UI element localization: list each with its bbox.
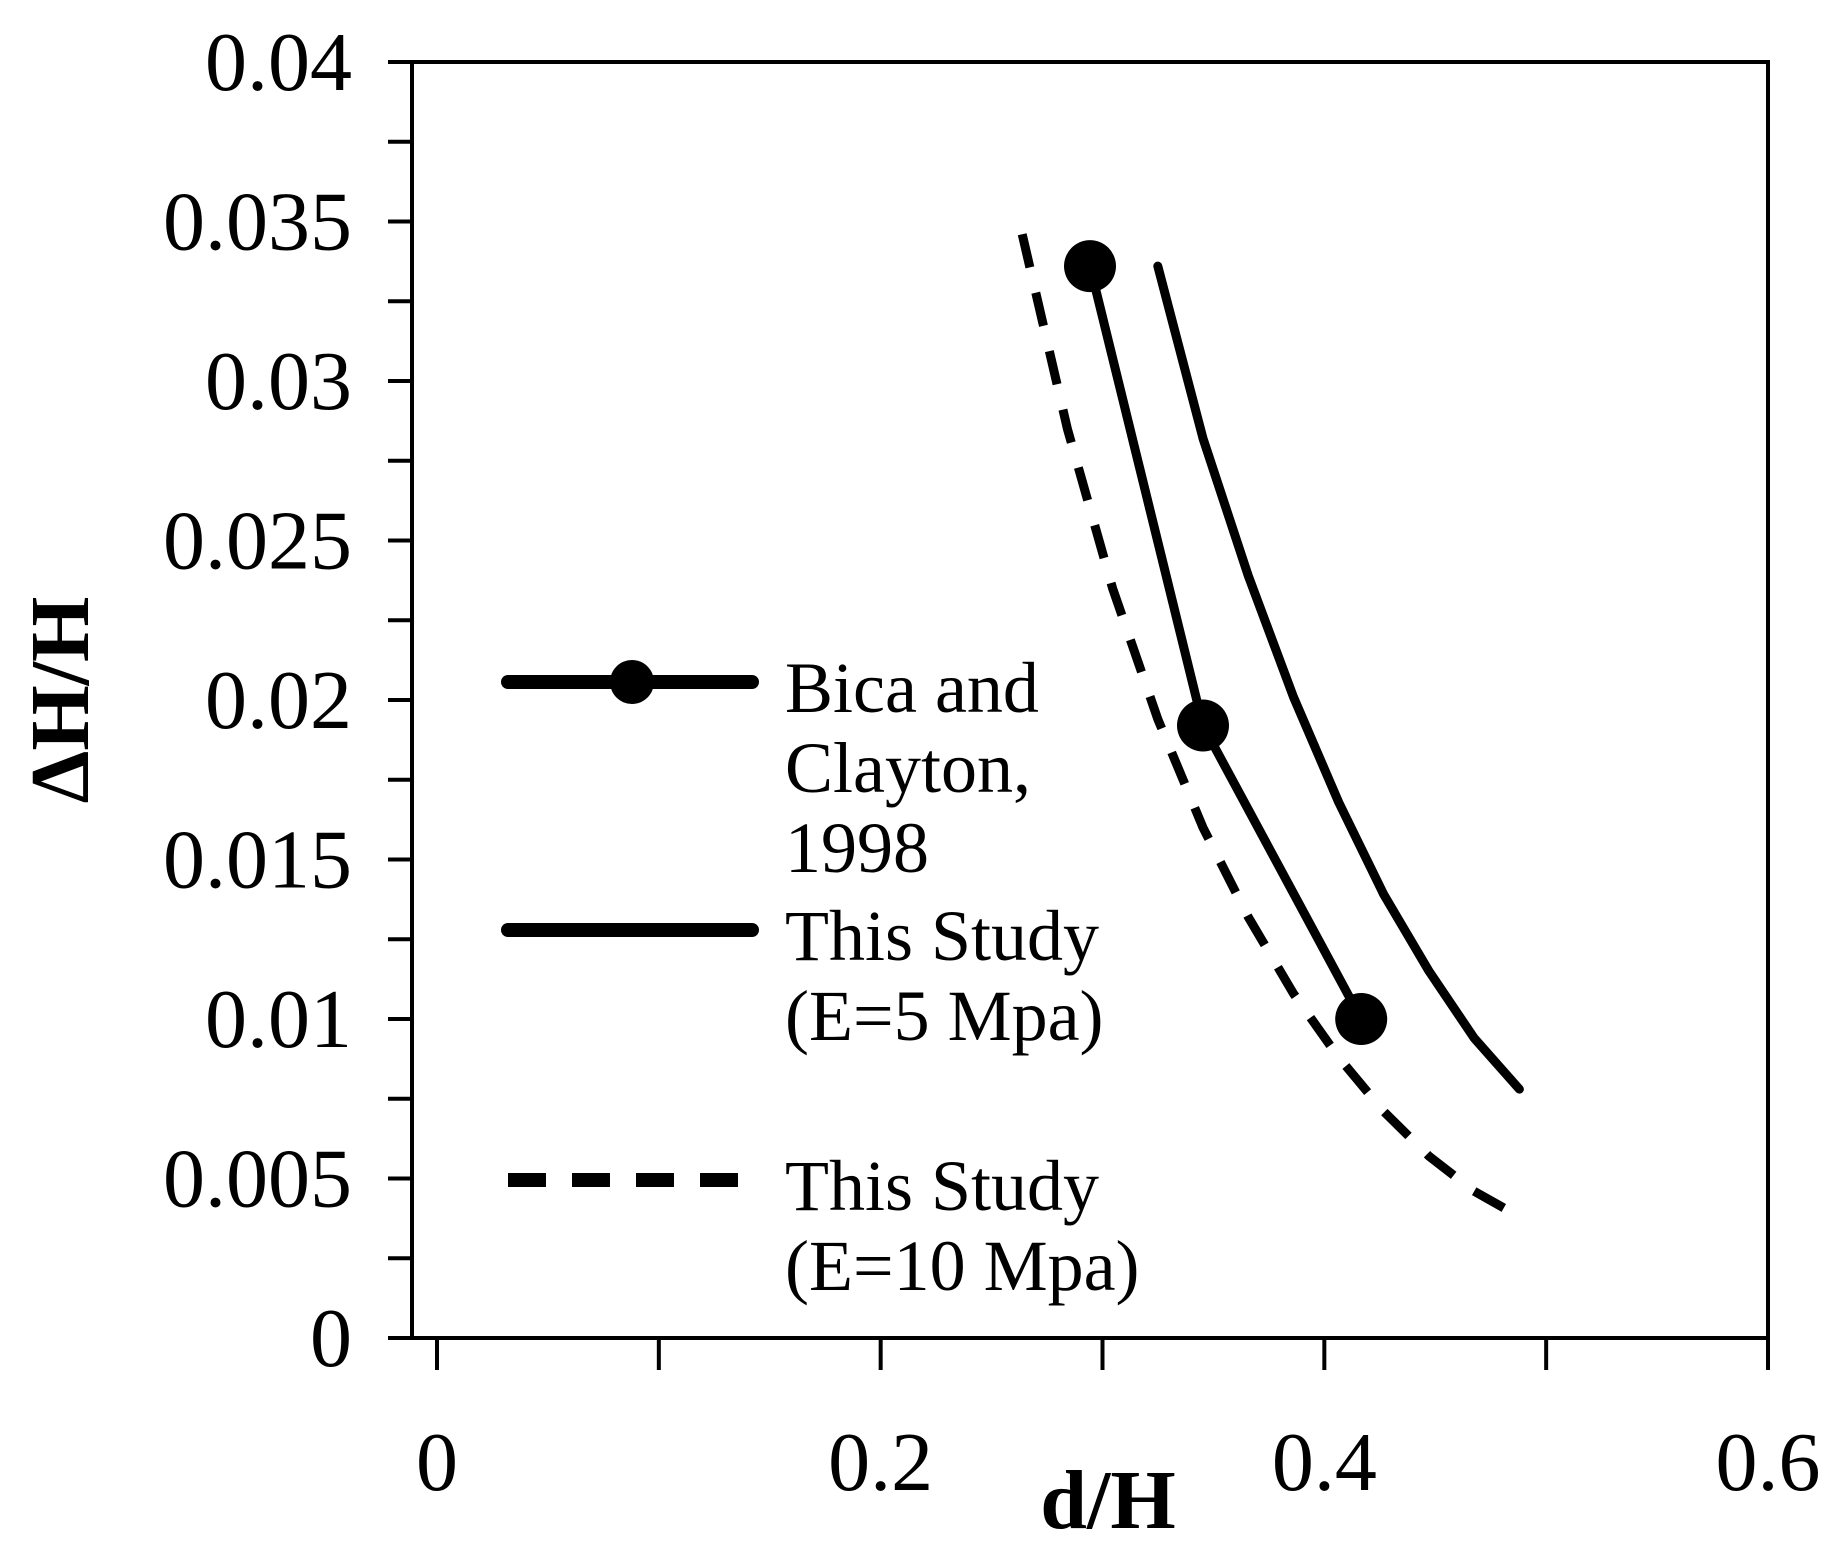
x-axis-title: d/H (1040, 1454, 1175, 1547)
legend-marker (610, 660, 654, 704)
x-tick-label: 0.4 (1272, 1416, 1377, 1509)
y-tick-label: 0.04 (205, 16, 352, 109)
y-tick-label: 0.005 (163, 1133, 352, 1226)
series-1-marker (1335, 993, 1388, 1045)
y-tick-label: 0.025 (163, 495, 352, 588)
x-tick-label: 0.2 (828, 1416, 933, 1509)
x-tick-label: 0.6 (1716, 1416, 1821, 1509)
series-1-marker (1177, 699, 1229, 752)
y-tick-label: 0.015 (163, 814, 352, 907)
legend-label-3: This Study (785, 1146, 1099, 1226)
series-line-3 (1017, 233, 1522, 1221)
series-1-marker (1064, 240, 1116, 293)
legend-label-1: Clayton, (785, 728, 1031, 808)
legend-label-2: This Study (785, 896, 1099, 976)
y-tick-label: 0.035 (163, 176, 352, 269)
x-tick-label: 0 (416, 1416, 458, 1509)
legend-label-2: (E=5 Mpa) (785, 976, 1104, 1056)
y-tick-label: 0.02 (205, 654, 352, 747)
x-axis-ticks: 0 0.2 0.4 0.6 (416, 1338, 1821, 1509)
legend-label-1: Bica and (785, 648, 1039, 728)
y-tick-label: 0.01 (205, 973, 352, 1066)
legend-label-1: 1998 (785, 808, 929, 888)
series-line-2 (1153, 261, 1524, 1094)
y-axis-title: ΔH/H (14, 597, 107, 804)
y-axis-ticks: 0 0.005 0.01 0.015 0.02 0.025 0.03 0.035 0.04 (163, 16, 412, 1385)
legend-label-3: (E=10 Mpa) (785, 1226, 1140, 1306)
y-tick-label: 0.03 (205, 335, 352, 428)
series-layer (1017, 233, 1524, 1221)
y-tick-label: 0 (310, 1292, 352, 1385)
